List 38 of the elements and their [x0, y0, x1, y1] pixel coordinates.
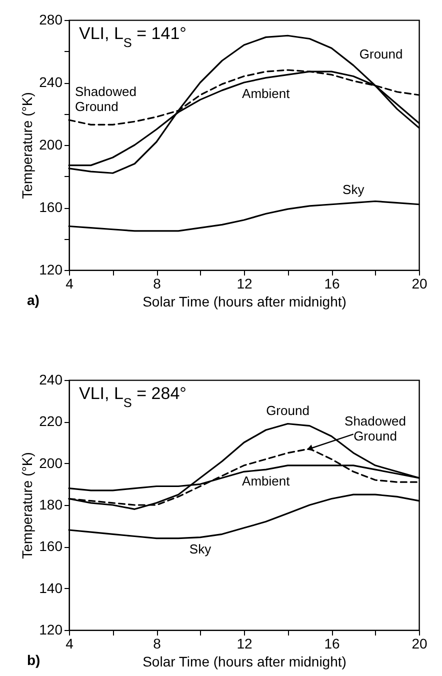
- x-axis-title: Solar Time (hours after midnight): [142, 294, 346, 310]
- x-tick-label: 8: [153, 636, 162, 652]
- chart-title: VLI, L$_{S}$ = 284°: [79, 384, 186, 410]
- y-tick-label: 280: [39, 12, 63, 28]
- y-tick-label: 240: [39, 372, 63, 388]
- y-tick-label: 120: [39, 262, 63, 278]
- y-tick-label: 200: [39, 454, 63, 471]
- y-tick-label: 160: [39, 538, 63, 554]
- series-label: Ground: [266, 402, 310, 418]
- y-tick-label: 200: [39, 136, 63, 152]
- series-label: Ambient: [242, 474, 290, 489]
- series-label: Sky: [189, 541, 212, 556]
- series-label: Ambient: [242, 86, 290, 101]
- series-label: Sky: [342, 182, 365, 197]
- series-label: Ground: [359, 46, 403, 62]
- x-tick-label: 20: [412, 636, 428, 652]
- text: a): [27, 292, 40, 308]
- x-tick-label: 16: [324, 276, 340, 292]
- x-tick-label: 16: [324, 636, 340, 652]
- y-tick-label: 240: [39, 74, 63, 90]
- x-tick-label: 4: [66, 636, 74, 652]
- series-label: Shadowed Ground: [344, 414, 406, 444]
- y-axis-title: Temperature (°K): [19, 452, 36, 559]
- y-tick-label: 160: [39, 199, 63, 215]
- x-tick-label: 20: [412, 276, 428, 292]
- y-tick-label: 120: [39, 622, 63, 638]
- chart-title: VLI, L$_{S}$ = 141°: [79, 24, 186, 50]
- y-axis-title: Temperature (°K): [19, 92, 36, 199]
- text: b): [27, 652, 40, 668]
- series-label: Shadowed Ground: [75, 84, 136, 114]
- x-tick-label: 12: [236, 276, 252, 292]
- x-tick-label: 8: [153, 276, 162, 292]
- y-tick-label: 180: [39, 496, 63, 512]
- x-tick-label: 12: [236, 636, 252, 652]
- y-tick-label: 220: [39, 413, 63, 430]
- x-axis-title: Solar Time (hours after midnight): [142, 654, 346, 670]
- y-tick-label: 140: [39, 580, 63, 596]
- x-tick-label: 4: [66, 276, 74, 292]
